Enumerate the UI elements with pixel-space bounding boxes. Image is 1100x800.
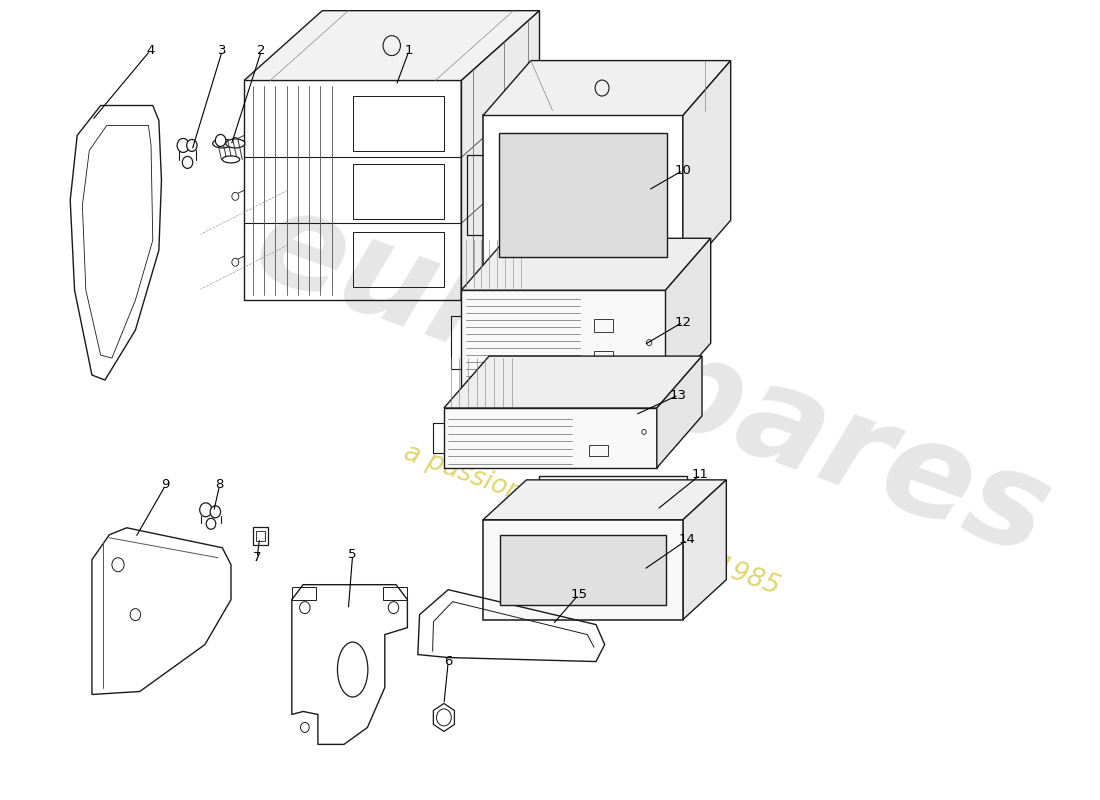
Bar (500, 534, 666, 605)
Polygon shape (483, 480, 726, 520)
Circle shape (183, 157, 192, 169)
Circle shape (232, 138, 239, 146)
Bar (461, 290, 666, 395)
Text: 10: 10 (674, 164, 691, 177)
Circle shape (206, 518, 216, 530)
Text: 5: 5 (349, 548, 356, 562)
Bar (483, 520, 683, 620)
Text: 2: 2 (257, 44, 266, 57)
Text: 12: 12 (674, 316, 692, 329)
Text: 1: 1 (405, 44, 414, 57)
Text: 14: 14 (679, 534, 695, 546)
Polygon shape (461, 10, 539, 300)
Bar (253, 526, 268, 545)
Bar (498, 134, 668, 258)
Text: 4: 4 (146, 44, 154, 57)
Text: 11: 11 (692, 468, 708, 482)
Circle shape (232, 258, 239, 266)
Bar (550, 484, 676, 520)
Circle shape (187, 139, 197, 151)
Bar (383, 586, 407, 600)
Bar (594, 319, 613, 332)
Polygon shape (244, 10, 539, 81)
Polygon shape (683, 480, 726, 620)
Bar (256, 530, 265, 541)
Bar (594, 350, 613, 363)
Polygon shape (529, 528, 697, 542)
Bar (353, 96, 444, 151)
Bar (539, 476, 688, 528)
Text: 7: 7 (253, 551, 262, 564)
Bar (485, 126, 528, 158)
Circle shape (200, 503, 212, 517)
Text: eurospares: eurospares (239, 178, 1066, 582)
Polygon shape (666, 238, 711, 395)
Ellipse shape (212, 139, 232, 148)
Bar (485, 210, 528, 235)
Text: 3: 3 (218, 44, 227, 57)
Bar (444, 408, 657, 468)
Text: 8: 8 (216, 478, 224, 491)
Circle shape (210, 506, 221, 518)
Polygon shape (657, 356, 702, 468)
Circle shape (177, 138, 189, 153)
Bar (483, 115, 683, 275)
Bar (588, 445, 608, 456)
Bar (353, 164, 444, 219)
Polygon shape (444, 356, 702, 408)
Circle shape (232, 192, 239, 200)
Bar (292, 586, 316, 600)
Ellipse shape (226, 139, 245, 148)
Polygon shape (461, 238, 711, 290)
Polygon shape (683, 61, 730, 275)
Bar (353, 232, 444, 287)
Circle shape (216, 134, 225, 146)
Text: 6: 6 (444, 655, 452, 668)
Ellipse shape (222, 156, 240, 163)
Text: 15: 15 (570, 588, 587, 601)
Text: 13: 13 (670, 389, 688, 402)
Text: a passion for parts since 1985: a passion for parts since 1985 (400, 439, 783, 600)
Text: 9: 9 (162, 478, 170, 491)
Polygon shape (483, 61, 730, 115)
